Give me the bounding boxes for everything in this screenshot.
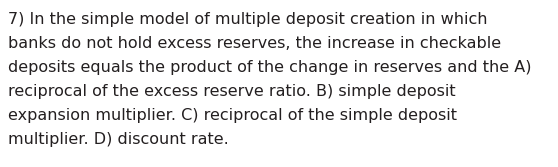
Text: multiplier. D) discount rate.: multiplier. D) discount rate. (8, 132, 229, 147)
Text: deposits equals the product of the change in reserves and the A): deposits equals the product of the chang… (8, 60, 532, 75)
Text: expansion multiplier. C) reciprocal of the simple deposit: expansion multiplier. C) reciprocal of t… (8, 108, 457, 123)
Text: reciprocal of the excess reserve ratio. B) simple deposit: reciprocal of the excess reserve ratio. … (8, 84, 456, 99)
Text: 7) In the simple model of multiple deposit creation in which: 7) In the simple model of multiple depos… (8, 12, 488, 27)
Text: banks do not hold excess reserves, the increase in checkable: banks do not hold excess reserves, the i… (8, 36, 501, 51)
